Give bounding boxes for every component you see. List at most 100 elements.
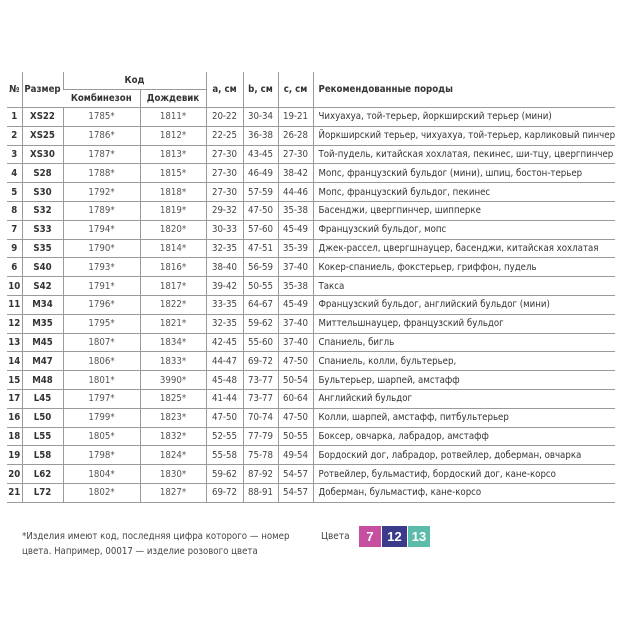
header-code: Код [62, 72, 206, 90]
cell-code-suit: 1795* [62, 314, 140, 334]
cell-a-cm: 55-58 [205, 445, 243, 466]
cell-code-suit: 1806* [62, 351, 140, 372]
cell-a-cm: 30-33 [205, 220, 243, 240]
cell-a-cm: 52-55 [205, 427, 243, 447]
cell-a-cm: 41-44 [205, 389, 243, 409]
cell-a-cm: 32-35 [205, 314, 243, 334]
cell-b-cm: 36-38 [242, 126, 278, 146]
cell-b-cm: 43-45 [242, 145, 278, 165]
cell-b-cm: 57-59 [242, 182, 278, 202]
cell-code-suit: 1807* [62, 333, 140, 353]
cell-b-cm: 87-92 [242, 464, 278, 484]
cell-row-num: 13 [7, 333, 22, 353]
table-row: 1 XS22 1785* 1811* 20-22 30-34 19-21 Чихуахуа, … [7, 107, 616, 127]
cell-breeds: Такса [312, 276, 616, 296]
cell-code-suit: 1786* [62, 126, 140, 146]
cell-row-num: 4 [7, 163, 22, 184]
cell-b-cm: 46-49 [242, 163, 278, 184]
header-code-raincoat: Дождевик [139, 89, 206, 108]
cell-c-cm: 26-28 [277, 126, 313, 146]
cell-row-num: 14 [7, 351, 22, 372]
table-row: 16 L50 1799* 1823* 47-50 70-74 47-50 Колли, шар… [7, 408, 616, 428]
cell-code-raincoat: 1822* [139, 295, 206, 315]
table-row: 12 M35 1795* 1821* 32-35 59-62 37-40 Миттельшна… [7, 314, 616, 334]
cell-a-cm: 42-45 [205, 333, 243, 353]
cell-code-raincoat: 1819* [139, 201, 206, 221]
cell-code-raincoat: 1816* [139, 257, 206, 278]
cell-row-num: 11 [7, 295, 22, 315]
cell-b-cm: 50-55 [242, 276, 278, 296]
cell-row-num: 10 [7, 276, 22, 296]
cell-c-cm: 27-30 [277, 145, 313, 165]
table-row: 6 S40 1793* 1816* 38-40 56-59 37-40 Кокер-спани… [7, 257, 616, 278]
cell-row-size: L62 [21, 464, 63, 484]
table-row: 11 M34 1796* 1822* 33-35 64-67 45-49 Французски… [7, 295, 616, 315]
cell-code-raincoat: 1814* [139, 239, 206, 259]
cell-code-suit: 1804* [62, 464, 140, 484]
cell-a-cm: 22-25 [205, 126, 243, 146]
cell-a-cm: 39-42 [205, 276, 243, 296]
cell-row-num: 15 [7, 370, 22, 390]
cell-c-cm: 50-54 [277, 370, 313, 390]
cell-breeds: Бордоский дог, лабрадор, ротвейлер, добе… [312, 445, 616, 466]
cell-code-raincoat: 1824* [139, 445, 206, 466]
cell-code-raincoat: 1825* [139, 389, 206, 409]
cell-row-size: S28 [21, 163, 63, 184]
cell-row-num: 12 [7, 314, 22, 334]
cell-breeds: Спаниель, бигль [312, 333, 616, 353]
color-swatch-pink: 7 [359, 526, 381, 547]
cell-c-cm: 45-49 [277, 295, 313, 315]
table-row: 9 S35 1790* 1814* 32-35 47-51 35-39 Джек-рассел… [7, 239, 616, 259]
header-size: Размер [21, 72, 63, 108]
cell-b-cm: 64-67 [242, 295, 278, 315]
cell-code-suit: 1792* [62, 182, 140, 202]
table-row: 20 L62 1804* 1830* 59-62 87-92 54-57 Ротвейлер,… [7, 464, 616, 484]
cell-b-cm: 73-77 [242, 370, 278, 390]
cell-c-cm: 35-38 [277, 201, 313, 221]
cell-row-num: 9 [7, 239, 22, 259]
cell-code-suit: 1785* [62, 107, 140, 127]
cell-row-size: M35 [21, 314, 63, 334]
cell-code-raincoat: 1818* [139, 182, 206, 202]
table-row: 13 M45 1807* 1834* 42-45 55-60 37-40 Спаниель, … [7, 333, 616, 353]
cell-c-cm: 37-40 [277, 333, 313, 353]
cell-row-num: 2 [7, 126, 22, 146]
cell-c-cm: 37-40 [277, 257, 313, 278]
cell-code-raincoat: 1823* [139, 408, 206, 428]
cell-row-num: 6 [7, 257, 22, 278]
cell-row-num: 18 [7, 427, 22, 447]
size-table: № Размер Код a, см b, см c, см Рекомендо… [7, 72, 616, 503]
cell-code-raincoat: 1834* [139, 333, 206, 353]
cell-row-size: L72 [21, 483, 63, 503]
cell-code-suit: 1802* [62, 483, 140, 503]
cell-breeds: Чихуахуа, той-терьер, йоркширский терьер… [312, 107, 616, 127]
cell-row-num: 8 [7, 201, 22, 221]
cell-breeds: Йоркширский терьер, чихуахуа, той-терьер… [312, 126, 616, 146]
table-row: 4 S28 1788* 1815* 27-30 46-49 38-42 Мопс, франц… [7, 163, 616, 184]
cell-row-num: 19 [7, 445, 22, 466]
cell-row-size: XS25 [21, 126, 63, 146]
footnote-line-2: цвета. Например, 00017 — изделие розовог… [22, 546, 258, 557]
header-breeds: Рекомендованные породы [312, 72, 616, 108]
cell-b-cm: 47-51 [242, 239, 278, 259]
cell-code-raincoat: 1813* [139, 145, 206, 165]
cell-code-suit: 1798* [62, 445, 140, 466]
cell-c-cm: 37-40 [277, 314, 313, 334]
cell-c-cm: 47-50 [277, 408, 313, 428]
cell-breeds: Бультерьер, шарпей, амстафф [312, 370, 616, 390]
cell-code-raincoat: 1815* [139, 163, 206, 184]
cell-breeds: Доберман, бульмастиф, кане-корсо [312, 483, 616, 503]
cell-b-cm: 30-34 [242, 107, 278, 127]
cell-code-raincoat: 1811* [139, 107, 206, 127]
cell-b-cm: 59-62 [242, 314, 278, 334]
cell-code-suit: 1787* [62, 145, 140, 165]
cell-row-size: L55 [21, 427, 63, 447]
cell-c-cm: 54-57 [277, 464, 313, 484]
cell-row-num: 21 [7, 483, 22, 503]
color-swatch-teal: 13 [408, 526, 430, 547]
table-row: 17 L45 1797* 1825* 41-44 73-77 60-64 Английский… [7, 389, 616, 409]
cell-a-cm: 27-30 [205, 163, 243, 184]
cell-breeds: Кокер-спаниель, фокстерьер, гриффон, пуд… [312, 257, 616, 278]
color-swatch-navy: 12 [382, 526, 407, 547]
header-code-suit: Комбинезон [63, 89, 140, 108]
